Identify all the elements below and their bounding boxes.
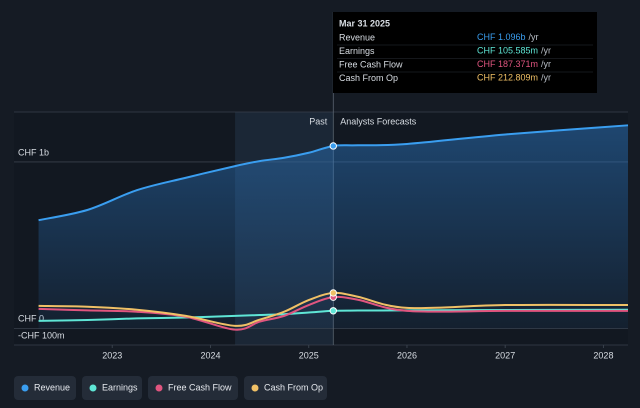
tooltip-label: Earnings [339, 46, 375, 56]
tooltip-value-text: CHF 1.096b [477, 32, 526, 42]
legend-item[interactable]: Cash From Op [244, 376, 327, 400]
tooltip-unit: /yr [541, 73, 551, 83]
legend-label[interactable]: Free Cash Flow [168, 382, 232, 392]
legend-label[interactable]: Revenue [34, 382, 70, 392]
y-tick-label: -CHF 100m [18, 330, 65, 340]
tooltip-label: Free Cash Flow [339, 59, 403, 69]
tooltip-unit: /yr [541, 46, 551, 56]
tooltip-unit: /yr [529, 32, 539, 42]
legend-label[interactable]: Cash From Op [264, 382, 323, 392]
tooltip-unit: /yr [541, 59, 551, 69]
legend-swatch [21, 384, 29, 392]
legend-button[interactable] [14, 376, 76, 400]
x-tick-label: 2028 [593, 350, 613, 360]
point-marker [329, 289, 337, 297]
x-tick-label: 2025 [299, 350, 319, 360]
legend-button[interactable] [244, 376, 327, 400]
tooltip-value-text: CHF 212.809m [477, 73, 538, 83]
series-line [38, 295, 628, 331]
legend-item[interactable]: Free Cash Flow [148, 376, 238, 400]
past-label: Past [309, 116, 328, 126]
tooltip-title: Mar 31 2025 [339, 18, 390, 28]
revenue-area [38, 125, 629, 329]
legend-label[interactable]: Earnings [102, 382, 138, 392]
forecast-label: Analysts Forecasts [340, 116, 417, 126]
legend-swatch [251, 384, 259, 392]
y-tick-label: CHF 1b [18, 147, 49, 157]
legend-button[interactable] [82, 376, 142, 400]
series-line [38, 291, 629, 327]
tooltip-label: Cash From Op [339, 73, 398, 83]
tooltip-value-text: CHF 105.585m [477, 46, 538, 56]
legend-item[interactable]: Revenue [14, 376, 76, 400]
x-tick-label: 2023 [102, 350, 122, 360]
tooltip-value: CHF 187.371m/yr [477, 59, 551, 69]
series-line [38, 124, 629, 222]
tooltip-value: CHF 105.585m/yr [477, 46, 551, 56]
legend-button[interactable] [148, 376, 238, 400]
tooltip-value: CHF 212.809m/yr [477, 73, 551, 83]
tooltip-box [333, 12, 597, 93]
point-marker [329, 142, 337, 150]
x-tick-label: 2026 [397, 350, 417, 360]
y-tick-label: CHF 0 [18, 314, 44, 324]
x-tick-label: 2027 [495, 350, 515, 360]
tooltip-label: Revenue [339, 32, 375, 42]
tooltip-value-text: CHF 187.371m [477, 59, 538, 69]
legend-swatch [155, 384, 163, 392]
legend-item[interactable]: Earnings [82, 376, 142, 400]
x-tick-label: 2024 [200, 350, 220, 360]
tooltip-value: CHF 1.096b/yr [477, 32, 539, 42]
point-marker [329, 307, 337, 315]
legend-swatch [89, 384, 97, 392]
